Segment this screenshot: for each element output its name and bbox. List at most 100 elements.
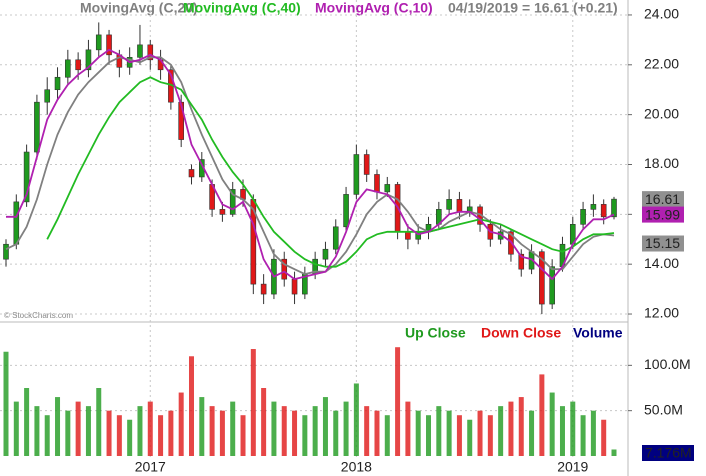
volume-bar xyxy=(529,410,535,456)
candle-body xyxy=(611,198,617,218)
volume-bar xyxy=(467,419,473,456)
volume-bar xyxy=(343,401,349,456)
volume-bar xyxy=(312,406,318,456)
volume-bar xyxy=(147,401,153,456)
candle-body xyxy=(343,194,349,228)
quote-header: 04/19/2019 = 16.61 (+0.21) xyxy=(448,0,618,16)
moving-average-line xyxy=(5,56,615,276)
candle-body xyxy=(374,174,380,193)
volume-bar xyxy=(395,347,401,456)
watermark: © StockCharts.com xyxy=(4,311,73,320)
candle-body xyxy=(291,278,298,295)
volume-bar xyxy=(24,388,30,456)
volume-bar xyxy=(75,401,81,456)
volume-bar xyxy=(55,397,61,456)
volume-bar xyxy=(34,406,40,456)
volume-bar xyxy=(106,410,112,456)
volume-bar xyxy=(549,392,555,456)
candle-body xyxy=(34,101,40,153)
volume-bar xyxy=(137,406,143,456)
volume-bar xyxy=(250,349,256,456)
y-tick-label: 50.0M xyxy=(644,401,683,417)
volume-bar xyxy=(405,401,411,456)
volume-bar xyxy=(508,401,514,456)
volume-bar xyxy=(127,419,133,456)
y-tick-label: 14.00 xyxy=(644,255,679,271)
volume-bar xyxy=(199,397,205,456)
volume-bar xyxy=(456,415,462,456)
plot-background xyxy=(0,0,628,476)
candle-body xyxy=(539,251,545,305)
volume-bar xyxy=(271,401,277,456)
volume-bar xyxy=(374,410,380,456)
volume-bar xyxy=(601,419,607,456)
candle-body xyxy=(13,201,20,245)
candle-body xyxy=(54,76,61,91)
candle-body xyxy=(219,209,226,215)
ma20-label: 15.15 xyxy=(645,235,680,251)
candle-body xyxy=(137,44,143,58)
volume-bar xyxy=(230,401,236,456)
ma10-label: 15.99 xyxy=(645,206,680,222)
volume-bar xyxy=(65,410,71,456)
volume-bar xyxy=(292,410,298,456)
legend-volume: Volume xyxy=(573,325,623,341)
volume-bar xyxy=(426,415,432,456)
volume-bar xyxy=(3,351,9,456)
volume-bar xyxy=(302,415,308,456)
candle-body xyxy=(147,44,154,61)
volume-bar xyxy=(322,397,328,456)
y-tick-label: 100.0M xyxy=(644,356,691,372)
ma20-label-box xyxy=(642,235,684,252)
volume-bar xyxy=(446,410,452,456)
volume-bar xyxy=(415,410,421,456)
candle-body xyxy=(456,199,463,213)
y-tick-label: 18.00 xyxy=(644,155,679,171)
y-tick-label: 24.00 xyxy=(644,6,679,22)
volume-bar xyxy=(590,410,596,456)
volume-bar xyxy=(281,406,287,456)
volume-bar xyxy=(44,415,50,456)
legend-ma40: MovingAvg (C,40) xyxy=(183,0,301,16)
legend-up: Up Close xyxy=(405,325,466,341)
volume-bar xyxy=(580,415,586,456)
volume-bar xyxy=(487,415,493,456)
moving-average-line xyxy=(6,48,615,281)
candle-body xyxy=(75,59,81,71)
last-volume-box xyxy=(642,445,694,461)
volume-bar xyxy=(477,410,483,456)
volume-bar xyxy=(364,406,370,456)
candle-body xyxy=(600,204,607,218)
candle-body xyxy=(95,34,102,51)
volume-bar xyxy=(219,410,225,456)
last-price-label-box xyxy=(642,191,684,208)
volume-bar xyxy=(13,401,19,456)
volume-bar xyxy=(498,406,504,456)
moving-average-line xyxy=(46,76,615,268)
candle-body xyxy=(363,154,370,175)
candle-body xyxy=(405,231,411,240)
volume-bar xyxy=(559,406,565,456)
candle-body xyxy=(580,209,586,225)
volume-bar xyxy=(188,356,194,456)
volume-bar xyxy=(116,415,122,456)
volume-bar xyxy=(518,397,524,456)
candle-body xyxy=(332,226,339,250)
candle-body xyxy=(229,189,236,215)
candle-body xyxy=(353,154,360,195)
candle-body xyxy=(3,243,9,260)
candle-body xyxy=(44,89,51,103)
candle-body xyxy=(188,169,195,178)
volume-bar xyxy=(611,449,617,456)
volume-bar xyxy=(570,401,576,456)
volume-bar xyxy=(436,406,442,456)
volume-bar xyxy=(96,388,102,456)
candle-body xyxy=(518,253,525,270)
legend-ma20: MovingAvg (C,20) xyxy=(80,0,198,16)
x-tick-label: 2017 xyxy=(135,459,166,475)
y-tick-label: 12.00 xyxy=(644,305,679,321)
candle-body xyxy=(23,151,30,203)
x-tick-label: 2019 xyxy=(557,459,588,475)
x-tick-label: 2018 xyxy=(341,459,372,475)
